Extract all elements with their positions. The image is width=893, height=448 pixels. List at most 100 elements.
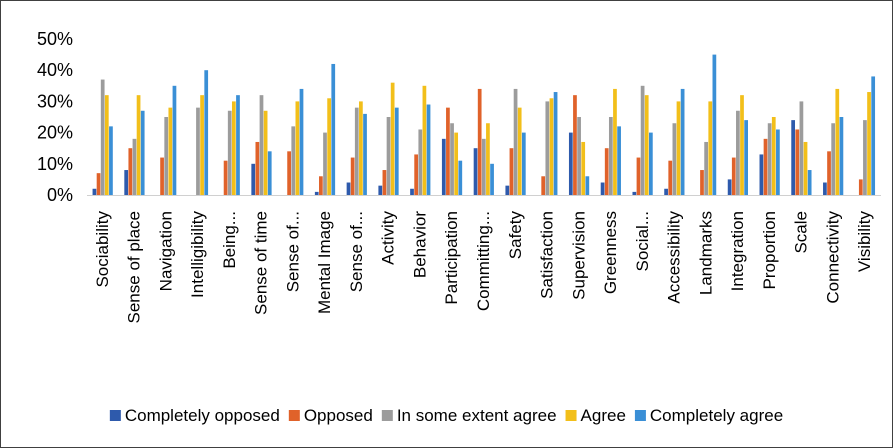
bar: [299, 88, 304, 195]
legend-swatch: [288, 410, 300, 421]
bar: [450, 123, 454, 195]
bar: [323, 132, 327, 195]
x-tick-label: Participation: [442, 211, 461, 305]
bar: [517, 107, 522, 195]
legend-label: In some extent agree: [397, 406, 557, 425]
bar: [204, 70, 209, 195]
bar: [446, 107, 450, 195]
bar: [763, 138, 768, 195]
bar: [441, 138, 446, 195]
bar: [604, 148, 609, 195]
bar: [608, 117, 613, 195]
bar: [287, 151, 291, 195]
bar: [871, 76, 876, 195]
bar: [759, 154, 764, 195]
y-tick-label: 0%: [47, 185, 73, 205]
legend-label: Completely opposed: [125, 406, 280, 425]
bar: [803, 141, 808, 195]
bar: [776, 129, 780, 195]
bar: [831, 123, 836, 195]
bar: [505, 185, 510, 195]
bar: [521, 132, 526, 195]
x-tick-label: Social...: [633, 211, 652, 271]
bar: [100, 79, 105, 195]
bar: [807, 170, 812, 195]
bar: [867, 92, 871, 195]
x-tick-label: Sense of...: [283, 211, 302, 292]
bar: [553, 92, 558, 195]
bar: [92, 188, 97, 195]
bar: [731, 157, 736, 195]
x-tick-label: Safety: [506, 211, 525, 260]
bar: [549, 98, 554, 195]
y-tick-label: 50%: [37, 29, 73, 49]
bar: [672, 123, 677, 195]
bar: [581, 141, 586, 195]
legend-swatch: [565, 410, 577, 421]
bar: [331, 63, 336, 196]
bar: [509, 148, 514, 195]
legend: Completely opposed Opposed In some extent …: [109, 406, 783, 425]
bar: [573, 95, 577, 195]
bar: [863, 120, 867, 195]
bar: [680, 88, 685, 195]
bar: [473, 148, 478, 195]
bar: [477, 88, 482, 195]
x-tick-label: Sense of time: [252, 211, 271, 315]
bar: [545, 101, 550, 195]
bar: [140, 110, 145, 195]
bar: [236, 95, 240, 195]
bar: [585, 176, 590, 195]
bar: [458, 160, 463, 195]
bar: [96, 173, 101, 195]
bar: [835, 88, 840, 195]
legend-item: Opposed: [288, 406, 373, 425]
bar: [172, 85, 177, 195]
legend-label: Agree: [581, 406, 626, 425]
bar: [827, 151, 831, 195]
x-tick-label: Sense of...: [347, 211, 366, 292]
bar: [223, 160, 228, 195]
x-axis-labels: Sociability Sense of place Navigation Intel…: [93, 211, 874, 324]
bar: [251, 163, 256, 195]
bar: [291, 126, 296, 195]
bar: [422, 85, 427, 195]
bar: [109, 126, 113, 195]
x-tick-label: Greenness: [601, 211, 620, 294]
bar: [839, 117, 844, 195]
bar: [727, 179, 732, 195]
bar: [648, 132, 653, 195]
bar: [704, 141, 708, 195]
bar: [577, 117, 581, 195]
y-tick-label: 30%: [37, 91, 73, 111]
bar: [231, 101, 236, 195]
bar: [708, 101, 713, 195]
legend-swatch: [109, 410, 121, 421]
bar: [327, 98, 331, 195]
bar: [568, 132, 573, 195]
bar: [363, 113, 367, 195]
x-tick-label: Accessibility: [665, 211, 684, 304]
y-axis: 0% 10% 20% 30% 40% 50%: [37, 29, 881, 205]
bar: [486, 123, 490, 195]
x-tick-label: Satisfaction: [538, 211, 557, 299]
x-tick-label: Activity: [379, 211, 398, 265]
legend-label: Completely agree: [650, 406, 783, 425]
bar: [200, 95, 204, 195]
bar: [382, 170, 387, 195]
y-tick-label: 10%: [37, 154, 73, 174]
legend-swatch: [381, 410, 393, 421]
bar: [795, 129, 800, 195]
bar: [541, 176, 546, 195]
bar: [418, 129, 423, 195]
x-tick-label: Navigation: [156, 211, 175, 291]
bar: [613, 88, 617, 195]
bar: [136, 95, 141, 195]
bar: [771, 117, 776, 195]
y-tick-label: 40%: [37, 60, 73, 80]
x-tick-label: Mental Image: [315, 211, 334, 314]
bar: [259, 95, 264, 195]
bar: [664, 188, 668, 195]
